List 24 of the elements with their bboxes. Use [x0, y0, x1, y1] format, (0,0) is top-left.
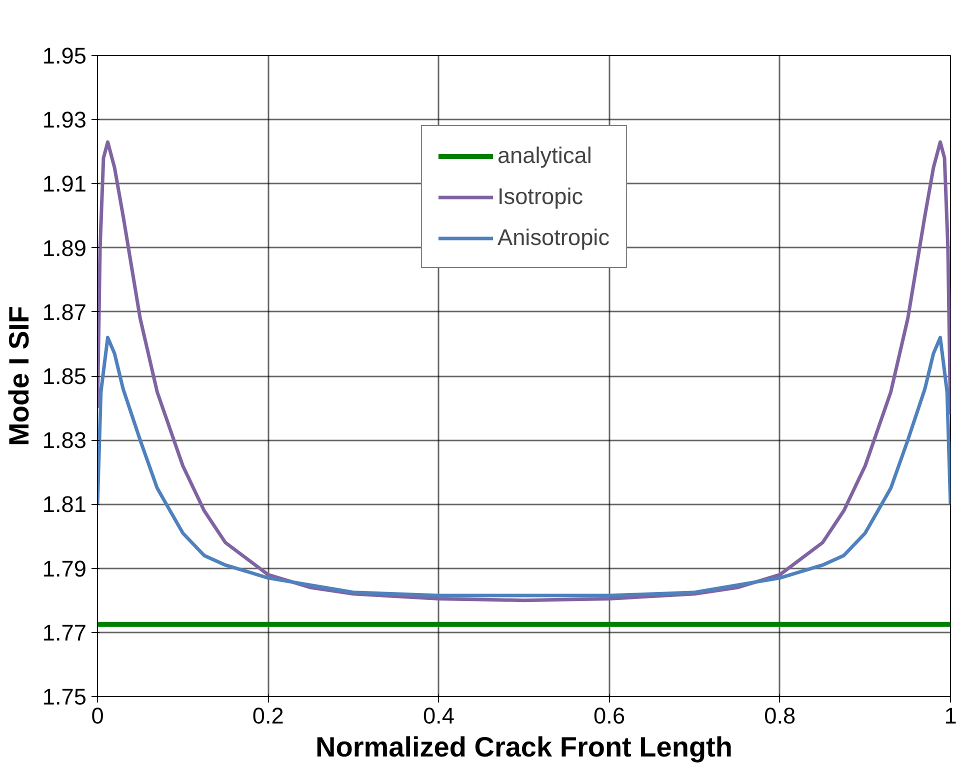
x-tick-label: 0.4	[422, 702, 454, 728]
y-tick-label: 1.93	[42, 106, 87, 133]
x-tick-label: 0.8	[764, 702, 796, 728]
y-tick-label: 1.85	[42, 363, 87, 389]
y-tick-label: 1.89	[42, 234, 87, 261]
legend-label: analytical	[497, 142, 592, 169]
y-tick-label: 1.79	[42, 555, 87, 582]
y-tick-label: 1.87	[42, 298, 87, 325]
x-tick-label: 0.6	[594, 702, 626, 728]
line-series	[98, 140, 950, 602]
x-tick-label: 1	[944, 702, 957, 728]
y-tick-label: 1.75	[42, 684, 87, 710]
x-tick-label: 0	[91, 702, 104, 728]
line-series	[98, 336, 950, 598]
y-tick-label: 1.77	[42, 619, 87, 646]
y-tick-label: 1.81	[42, 491, 87, 518]
y-tick-label: 1.91	[42, 170, 87, 197]
y-axis-title: Mode I SIF	[3, 306, 34, 446]
x-axis-title: Normalized Crack Front Length	[316, 732, 732, 762]
x-tick-label: 0.2	[252, 702, 284, 728]
y-tick-label: 1.83	[42, 427, 87, 454]
legend-label: Anisotropic	[497, 224, 610, 251]
y-tick-label: 1.95	[42, 42, 87, 68]
legend-label: Isotropic	[497, 183, 584, 210]
